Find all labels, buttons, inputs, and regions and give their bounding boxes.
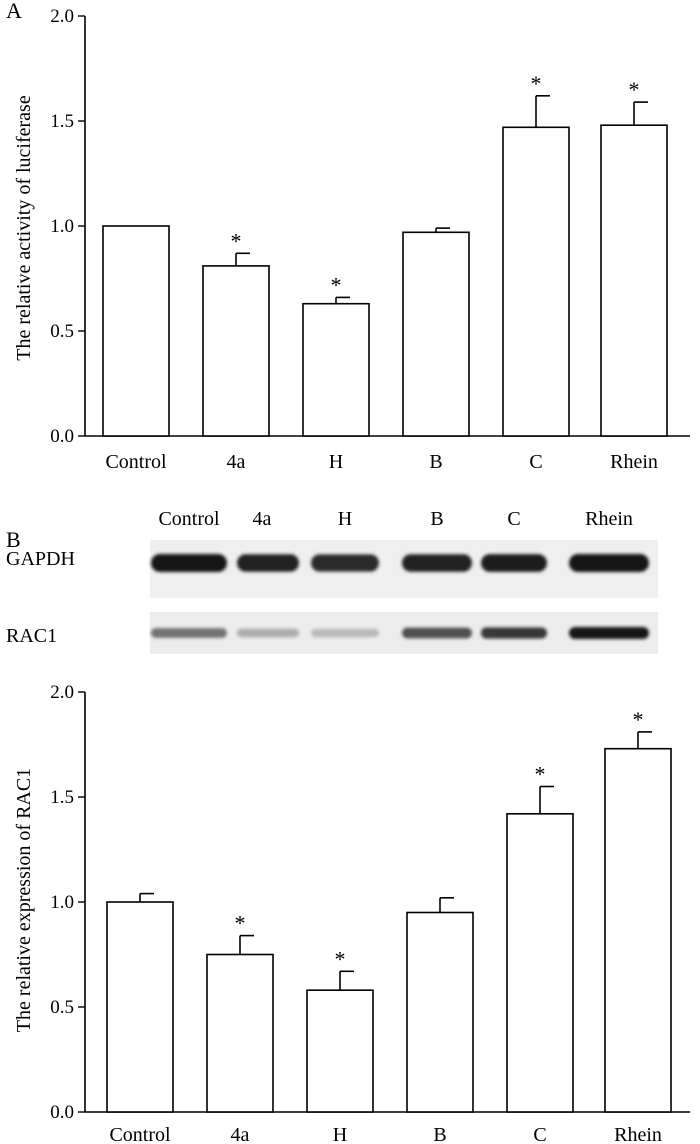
y-tick-label: 0.0 bbox=[50, 426, 74, 447]
significance-marker: * bbox=[231, 228, 242, 253]
y-tick-label: 1.5 bbox=[50, 787, 74, 808]
significance-marker: * bbox=[535, 762, 546, 787]
significance-marker: * bbox=[331, 272, 342, 297]
significance-marker: * bbox=[335, 946, 346, 971]
panel-a-letter: A bbox=[6, 0, 22, 23]
rac1-expression-chart: 0.0 0.5 1.0 1.5 2.0 The relative expression o… bbox=[13, 682, 690, 1144]
blot-band bbox=[311, 554, 379, 572]
bar-4a bbox=[202, 265, 270, 437]
blot-band bbox=[402, 554, 472, 572]
y-tick-label: 1.5 bbox=[50, 111, 74, 132]
y-tick-label: 0.5 bbox=[50, 321, 74, 342]
bar-4a bbox=[206, 953, 274, 1113]
bar-b bbox=[406, 911, 474, 1113]
y-tick-label: 1.0 bbox=[50, 892, 74, 913]
category-label: B bbox=[429, 451, 442, 473]
y-tick-label: 2.0 bbox=[50, 682, 74, 703]
bar-h bbox=[302, 302, 370, 437]
blot-band bbox=[481, 627, 547, 639]
category-label: H bbox=[329, 451, 343, 473]
blot-lane-label: 4a bbox=[253, 508, 272, 530]
category-label: 4a bbox=[227, 451, 246, 473]
blot-band bbox=[237, 554, 299, 572]
blot-lane-label: H bbox=[338, 508, 352, 530]
blot-band bbox=[311, 628, 379, 638]
significance-marker: * bbox=[235, 911, 246, 936]
y-tick-label: 0.5 bbox=[50, 997, 74, 1018]
bar-rhein bbox=[600, 124, 668, 437]
blot-band bbox=[151, 554, 227, 572]
y-axis-label: The relative expression of RAC1 bbox=[13, 768, 35, 1032]
blot-band bbox=[569, 627, 649, 639]
category-label: C bbox=[533, 1124, 546, 1144]
luciferase-activity-chart: 0.0 0.5 1.0 1.5 2.0 The relative activity of … bbox=[13, 6, 690, 473]
y-tick-label: 2.0 bbox=[50, 6, 74, 27]
y-axis-label: The relative activity of luciferase bbox=[13, 95, 35, 361]
western-blot: Control 4a H B C Rhein GAPDH RAC1 bbox=[6, 508, 658, 654]
significance-marker: * bbox=[633, 707, 644, 732]
blot-lane-label: Control bbox=[158, 508, 220, 530]
category-label: Control bbox=[105, 451, 167, 473]
blot-row-label: RAC1 bbox=[6, 625, 57, 647]
category-label: Rhein bbox=[614, 1124, 662, 1144]
category-label: B bbox=[433, 1124, 446, 1144]
blot-lane-label: Rhein bbox=[585, 508, 633, 530]
category-label: H bbox=[333, 1124, 347, 1144]
y-tick-label: 1.0 bbox=[50, 216, 74, 237]
y-tick-label: 0.0 bbox=[50, 1102, 74, 1123]
blot-lane-label: B bbox=[430, 508, 443, 530]
blot-lane-label: C bbox=[507, 508, 520, 530]
significance-marker: * bbox=[531, 71, 542, 96]
category-label: Control bbox=[109, 1124, 171, 1144]
category-label: 4a bbox=[231, 1124, 250, 1144]
bar-c bbox=[506, 812, 574, 1113]
blot-band bbox=[402, 627, 472, 639]
bar-control bbox=[106, 901, 174, 1113]
bar-control bbox=[102, 225, 170, 437]
category-label: C bbox=[529, 451, 542, 473]
panel-b-letter: B bbox=[6, 527, 21, 552]
blot-band bbox=[569, 554, 649, 572]
bar-b bbox=[402, 231, 470, 437]
blot-band bbox=[237, 628, 299, 638]
bar-rhein bbox=[604, 747, 672, 1113]
blot-row-label: GAPDH bbox=[6, 548, 75, 570]
bar-c bbox=[502, 126, 570, 437]
blot-band bbox=[481, 554, 547, 572]
category-label: Rhein bbox=[610, 451, 658, 473]
blot-band bbox=[151, 628, 227, 638]
significance-marker: * bbox=[629, 77, 640, 102]
bar-h bbox=[306, 989, 374, 1113]
